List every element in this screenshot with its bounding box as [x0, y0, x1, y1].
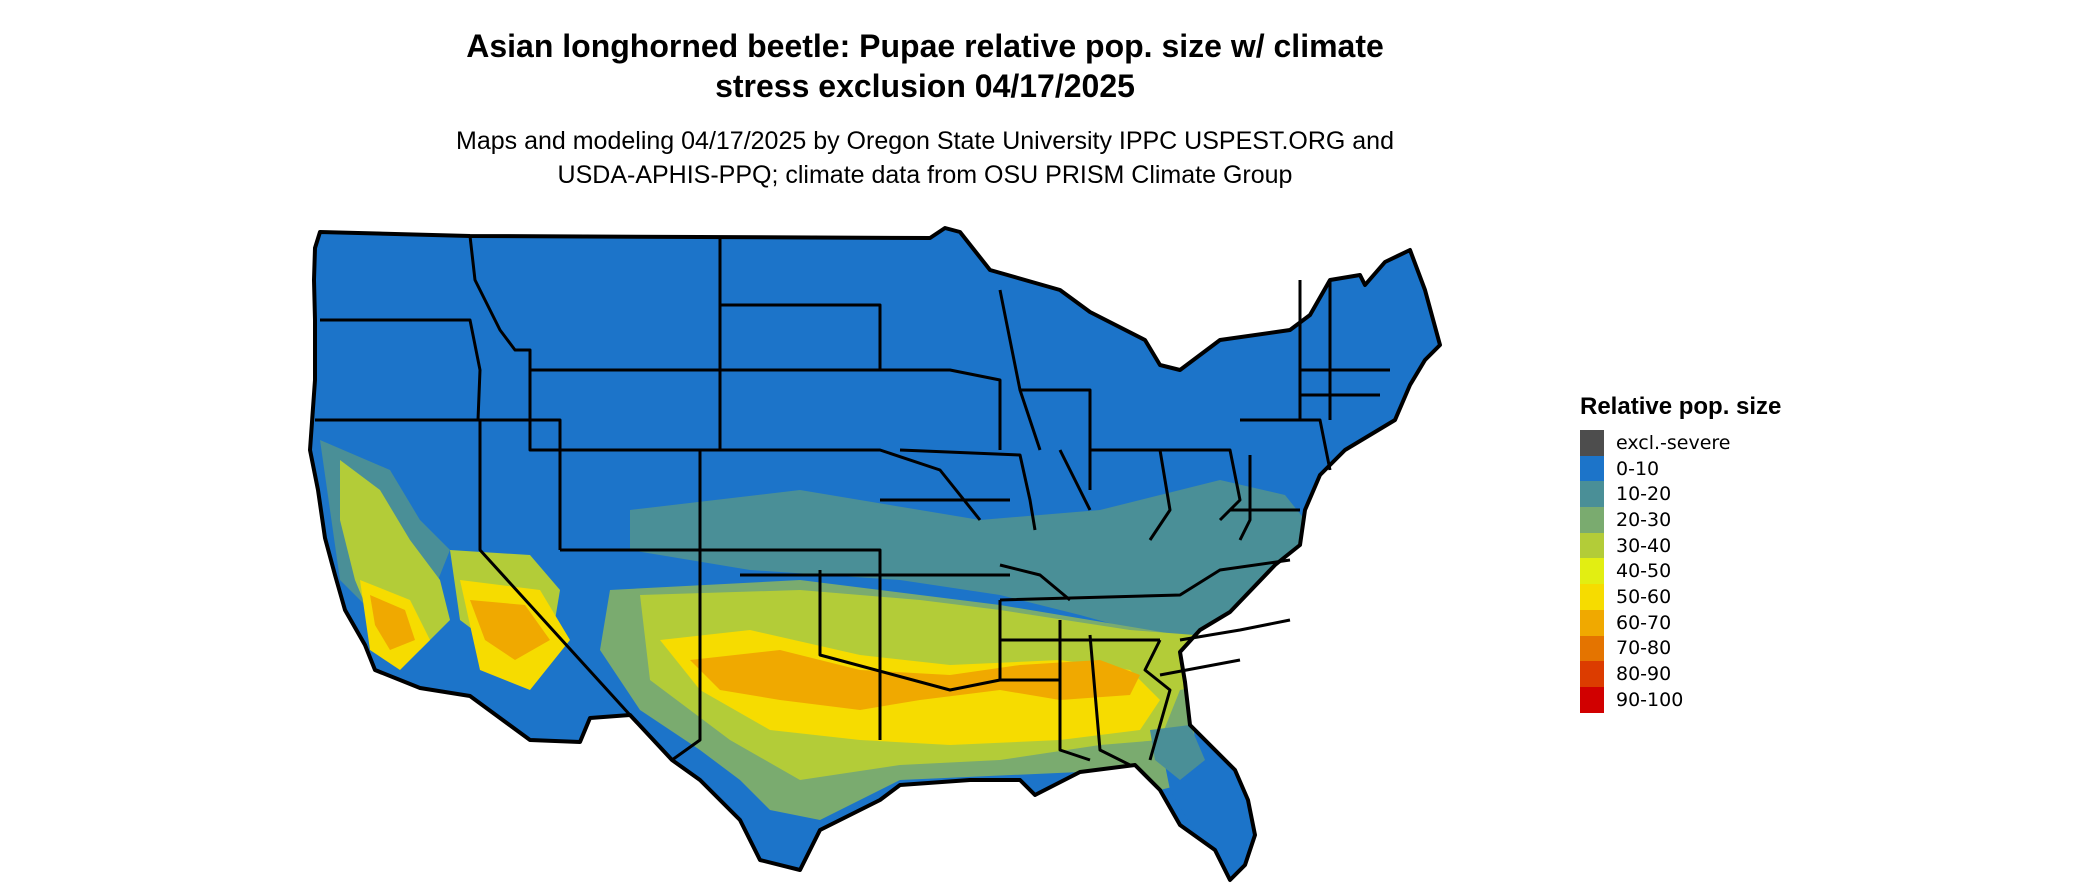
legend-label: 30-40 [1616, 534, 1672, 557]
subtitle-line-2: USDA-APHIS-PPQ; climate data from OSU PR… [557, 161, 1293, 189]
legend-swatch [1580, 661, 1604, 687]
legend-item: 70-80 [1580, 635, 1781, 662]
legend: Relative pop. size excl.-severe 0-10 10-… [1580, 392, 1781, 713]
legend-swatch [1580, 430, 1604, 456]
legend-label: 80-90 [1616, 663, 1672, 686]
legend-label: 70-80 [1616, 637, 1672, 660]
legend-swatch [1580, 455, 1604, 482]
subtitle-line-1: Maps and modeling 04/17/2025 by Oregon S… [456, 127, 1394, 155]
legend-label: 40-50 [1616, 560, 1672, 583]
legend-label: 0-10 [1616, 457, 1660, 480]
legend-item: 60-70 [1580, 609, 1781, 636]
legend-swatch [1580, 507, 1604, 533]
us-population-map [308, 226, 1442, 882]
legend-label: excl.-severe [1616, 431, 1731, 454]
legend-item: 30-40 [1580, 532, 1781, 559]
legend-label: 60-70 [1616, 611, 1672, 634]
legend-title: Relative pop. size [1580, 393, 1782, 420]
legend-item: 50-60 [1580, 584, 1781, 610]
legend-swatch [1580, 686, 1604, 713]
legend-item: 20-30 [1580, 507, 1781, 533]
legend-item: 0-10 [1580, 455, 1781, 482]
legend-swatch [1580, 558, 1604, 585]
legend-swatch [1580, 635, 1604, 662]
state-borders [315, 235, 1390, 767]
legend-swatch [1580, 609, 1604, 636]
legend-swatch [1580, 584, 1604, 610]
title-line-1: Asian longhorned beetle: Pupae relative … [466, 28, 1384, 64]
legend-item: 10-20 [1580, 481, 1781, 508]
legend-item: 40-50 [1580, 558, 1781, 585]
legend-swatch [1580, 532, 1604, 559]
legend-label: 90-100 [1616, 688, 1684, 711]
legend-item: 80-90 [1580, 661, 1781, 687]
legend-label: 10-20 [1616, 483, 1672, 506]
map-subtitle: Maps and modeling 04/17/2025 by Oregon S… [0, 124, 1850, 192]
legend-label: 20-30 [1616, 508, 1672, 531]
legend-label: 50-60 [1616, 585, 1672, 608]
legend-item: excl.-severe [1580, 430, 1781, 456]
title-line-2: stress exclusion 04/17/2025 [715, 68, 1135, 104]
legend-swatch [1580, 481, 1604, 508]
map-title: Asian longhorned beetle: Pupae relative … [0, 26, 1850, 106]
legend-item: 90-100 [1580, 686, 1781, 713]
